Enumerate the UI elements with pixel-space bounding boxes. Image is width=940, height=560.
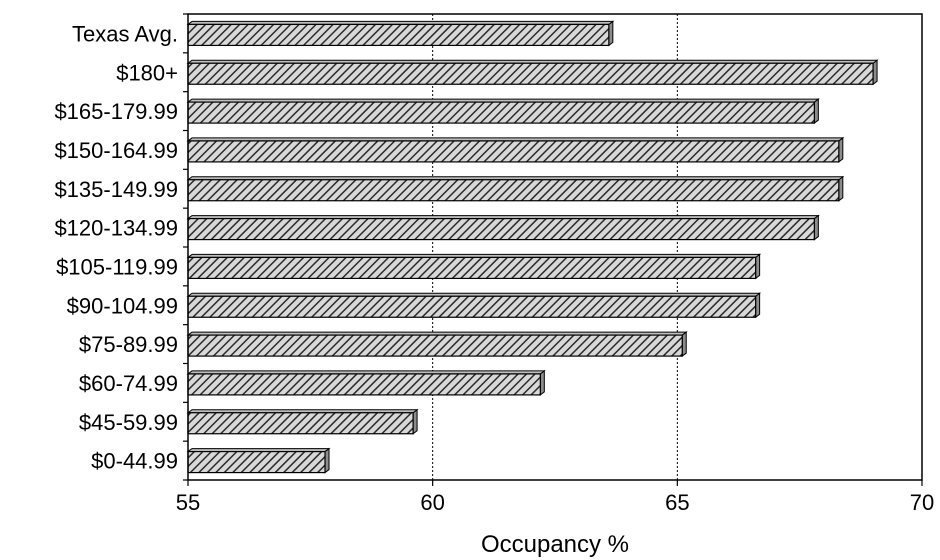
category-label: $150-164.99	[54, 138, 178, 163]
x-tick-label: 60	[420, 490, 444, 515]
bar	[186, 98, 820, 125]
category-label: $90-104.99	[67, 293, 178, 318]
category-labels: Texas Avg. $180+ $165-179.99 $150-164.99 $13…	[54, 21, 178, 473]
x-axis-title: Occupancy %	[481, 531, 629, 558]
bar	[186, 20, 615, 47]
category-label: $105-119.99	[56, 254, 178, 279]
bar	[186, 331, 688, 358]
x-tick-label: 70	[910, 490, 934, 515]
category-label: $180+	[116, 60, 178, 85]
category-label: $45-59.99	[79, 410, 178, 435]
bar	[186, 408, 419, 435]
category-label: $75-89.99	[79, 332, 178, 357]
bar	[186, 59, 879, 86]
category-label: $60-74.99	[79, 371, 178, 396]
x-tick-label: 55	[176, 490, 200, 515]
bar	[186, 369, 546, 396]
x-tick-label: 65	[665, 490, 689, 515]
bar	[186, 136, 845, 163]
bar	[186, 253, 762, 280]
x-tick-labels: 55 60 65 70	[176, 490, 934, 515]
bar	[186, 292, 762, 319]
category-label: $135-149.99	[54, 177, 178, 202]
bar	[186, 447, 331, 474]
plot-frame	[183, 13, 923, 486]
category-label: Texas Avg.	[72, 21, 178, 46]
category-label: $120-134.99	[54, 216, 178, 241]
category-label: $165-179.99	[54, 99, 178, 124]
bar	[186, 214, 820, 241]
bars	[186, 20, 879, 474]
category-label: $0-44.99	[91, 449, 178, 474]
gridlines	[432, 14, 678, 480]
bar	[186, 175, 845, 202]
